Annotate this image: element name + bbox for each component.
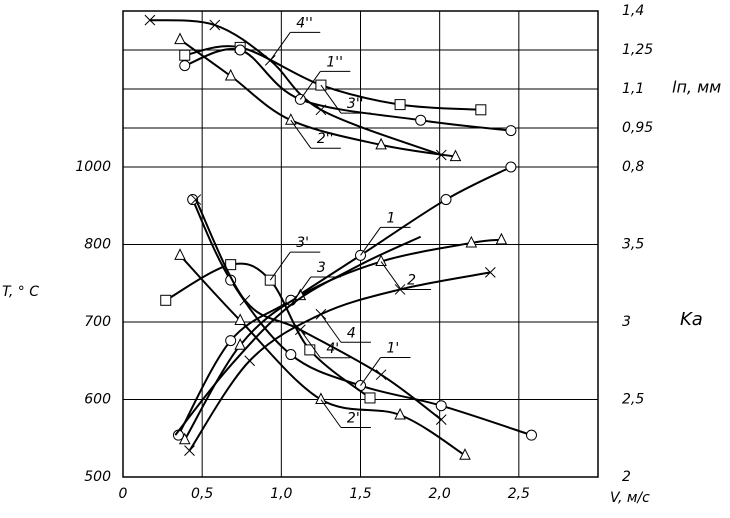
curve-label: 1' (387, 341, 400, 357)
marker (475, 104, 487, 116)
y-tick-label: 1000 (75, 159, 111, 175)
curve-label: 3'' (347, 96, 364, 112)
leader-line (320, 399, 342, 428)
y-tick-label: 800 (84, 237, 111, 253)
marker (440, 194, 452, 206)
marker (505, 125, 517, 137)
marker (224, 68, 237, 81)
marker (244, 355, 256, 367)
y-right-tick-label: 2,5 (622, 392, 644, 408)
marker (184, 445, 195, 457)
marker (190, 194, 202, 205)
marker (495, 232, 508, 245)
curve-label: 4' (326, 341, 339, 357)
marker (174, 248, 186, 260)
leader-line (299, 71, 321, 100)
marker (459, 448, 471, 460)
leader-line (380, 261, 402, 290)
y-tick-label: 600 (84, 392, 111, 408)
marker (144, 14, 156, 26)
y2-tick-label: 1,4 (622, 3, 644, 19)
marker (364, 392, 376, 404)
marker (415, 114, 427, 126)
y-right-tick-label: 3,5 (622, 237, 644, 253)
y-axis-label: T, ° C (2, 284, 39, 300)
marker (394, 284, 406, 295)
marker (375, 254, 387, 267)
y2-tick-label: 1,25 (622, 42, 653, 58)
curve-label: 3 (317, 260, 326, 276)
x-tick-label: 0 (119, 486, 128, 502)
marker (179, 60, 191, 72)
x-tick-label: 0,5 (191, 486, 213, 502)
leader-line (299, 329, 321, 359)
y-tick-label: 700 (84, 314, 111, 330)
y-tick-label: 500 (84, 469, 111, 485)
y-right-tick-label: 3 (622, 314, 631, 330)
marker (179, 49, 191, 61)
marker (209, 19, 221, 31)
curve (191, 199, 532, 437)
curve-label: 2' (347, 411, 360, 427)
marker (394, 99, 406, 111)
y2-tick-label: 0,8 (622, 159, 644, 175)
y-right-tick-label: 2 (622, 469, 631, 485)
curve (174, 235, 422, 436)
y2-tick-label: 1,1 (622, 81, 644, 97)
x-tick-label: 2,5 (508, 486, 530, 502)
leader-line (290, 119, 312, 149)
x-tick-label: 1,0 (270, 486, 292, 502)
marker (375, 137, 387, 150)
leader-line (360, 227, 381, 256)
curve (194, 199, 442, 421)
marker (484, 267, 496, 278)
curve (184, 47, 512, 132)
marker (174, 32, 186, 45)
x-tick-label: 1,5 (349, 486, 371, 502)
y2-axis-label: lп, мм (672, 78, 721, 97)
curve (149, 19, 442, 156)
y2-tick-label: 0,95 (622, 120, 653, 136)
marker (394, 407, 406, 420)
marker (505, 161, 517, 173)
marker (435, 414, 447, 426)
marker (449, 149, 462, 162)
marker (234, 338, 246, 350)
marker (375, 369, 387, 381)
marker (234, 313, 246, 325)
marker (285, 113, 297, 125)
marker (234, 44, 246, 56)
marker (160, 294, 172, 306)
leader-line (269, 32, 291, 61)
leader-line (269, 251, 291, 281)
leader-line (320, 313, 342, 343)
curve-label: 3' (296, 235, 309, 251)
x-tick-label: 2,0 (429, 486, 451, 502)
marker (239, 294, 251, 306)
marker (178, 432, 191, 445)
curve (177, 166, 512, 436)
y-right-label: Kа (680, 309, 703, 330)
marker (285, 349, 297, 361)
leader-line (290, 276, 312, 306)
marker (315, 392, 327, 404)
curve-label: 4'' (296, 15, 313, 31)
marker (225, 335, 237, 347)
curve-label: 1'' (326, 54, 343, 70)
curve-label: 2'' (317, 131, 334, 147)
curve-label: 1 (387, 210, 396, 226)
curve-label: 4 (347, 325, 356, 341)
marker (465, 235, 478, 248)
marker (435, 400, 447, 412)
marker (294, 324, 306, 336)
marker (526, 429, 537, 441)
marker (304, 344, 316, 356)
marker (187, 194, 199, 206)
x-axis-label: V, м/с (610, 490, 650, 506)
curve-label: 2 (407, 273, 416, 289)
leader-line (360, 357, 381, 386)
